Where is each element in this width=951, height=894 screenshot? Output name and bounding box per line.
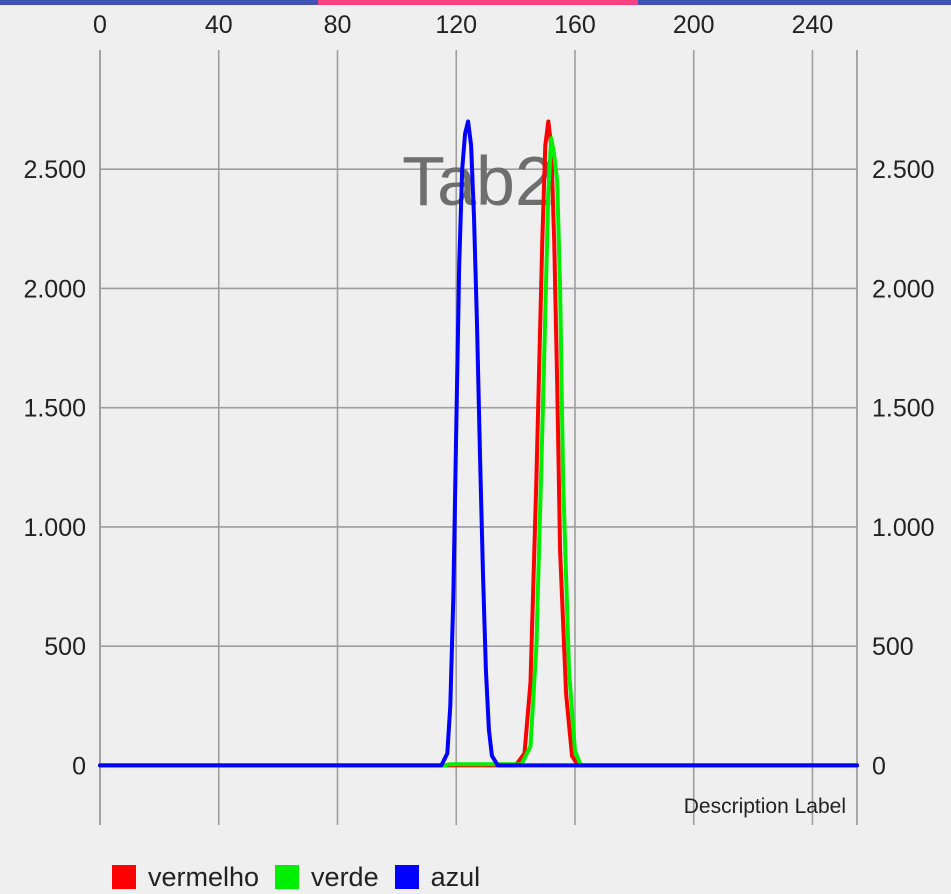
x-tick-label: 0 (93, 11, 107, 39)
y-tick-label-left: 500 (44, 633, 86, 661)
x-tick-label: 160 (554, 11, 596, 39)
y-tick-label-right: 500 (872, 633, 914, 661)
chart-legend: vermelho verde azul (112, 862, 486, 892)
chart-description: Description Label (684, 795, 846, 818)
legend-swatch (275, 865, 300, 889)
legend-label: vermelho (148, 861, 260, 892)
y-tick-label-right: 2.000 (872, 275, 935, 303)
y-tick-label-right: 2.500 (872, 156, 935, 184)
y-tick-label-left: 1.000 (23, 514, 86, 542)
chart-title: Tab2 (402, 142, 554, 220)
legend-item-azul: azul (394, 861, 481, 893)
legend-item-verde: verde (275, 862, 379, 893)
legend-item-vermelho: vermelho (112, 862, 259, 893)
y-tick-label-left: 1.500 (23, 395, 86, 423)
legend-swatch (394, 865, 419, 889)
y-tick-label-left: 2.500 (23, 156, 86, 184)
series-line-azul[interactable] (98, 119, 859, 768)
legend-swatch (112, 865, 136, 889)
x-tick-label: 80 (324, 11, 352, 39)
y-tick-label-left: 0 (72, 752, 86, 780)
x-tick-label: 240 (792, 11, 834, 39)
y-tick-label-right: 0 (872, 752, 886, 780)
x-tick-label: 200 (673, 11, 715, 39)
tab-indicator (318, 0, 638, 5)
x-tick-label: 40 (205, 11, 233, 39)
y-tick-label-right: 1.500 (872, 395, 935, 423)
legend-label: azul (430, 861, 481, 892)
series-line-vermelho[interactable] (98, 119, 859, 768)
x-tick-label: 120 (435, 11, 477, 39)
chart-svg[interactable]: 0 40 80 120 160 200 240 0 0 500 500 1.000 1.000 1.500… (0, 5, 951, 894)
legend-label: verde (311, 861, 379, 892)
tab-bar (0, 0, 951, 5)
y-tick-label-right: 1.000 (872, 514, 935, 542)
y-tick-label-left: 2.000 (23, 275, 86, 303)
line-chart[interactable]: 0 40 80 120 160 200 240 0 0 500 500 1.000 1.000 1.500… (0, 5, 951, 894)
